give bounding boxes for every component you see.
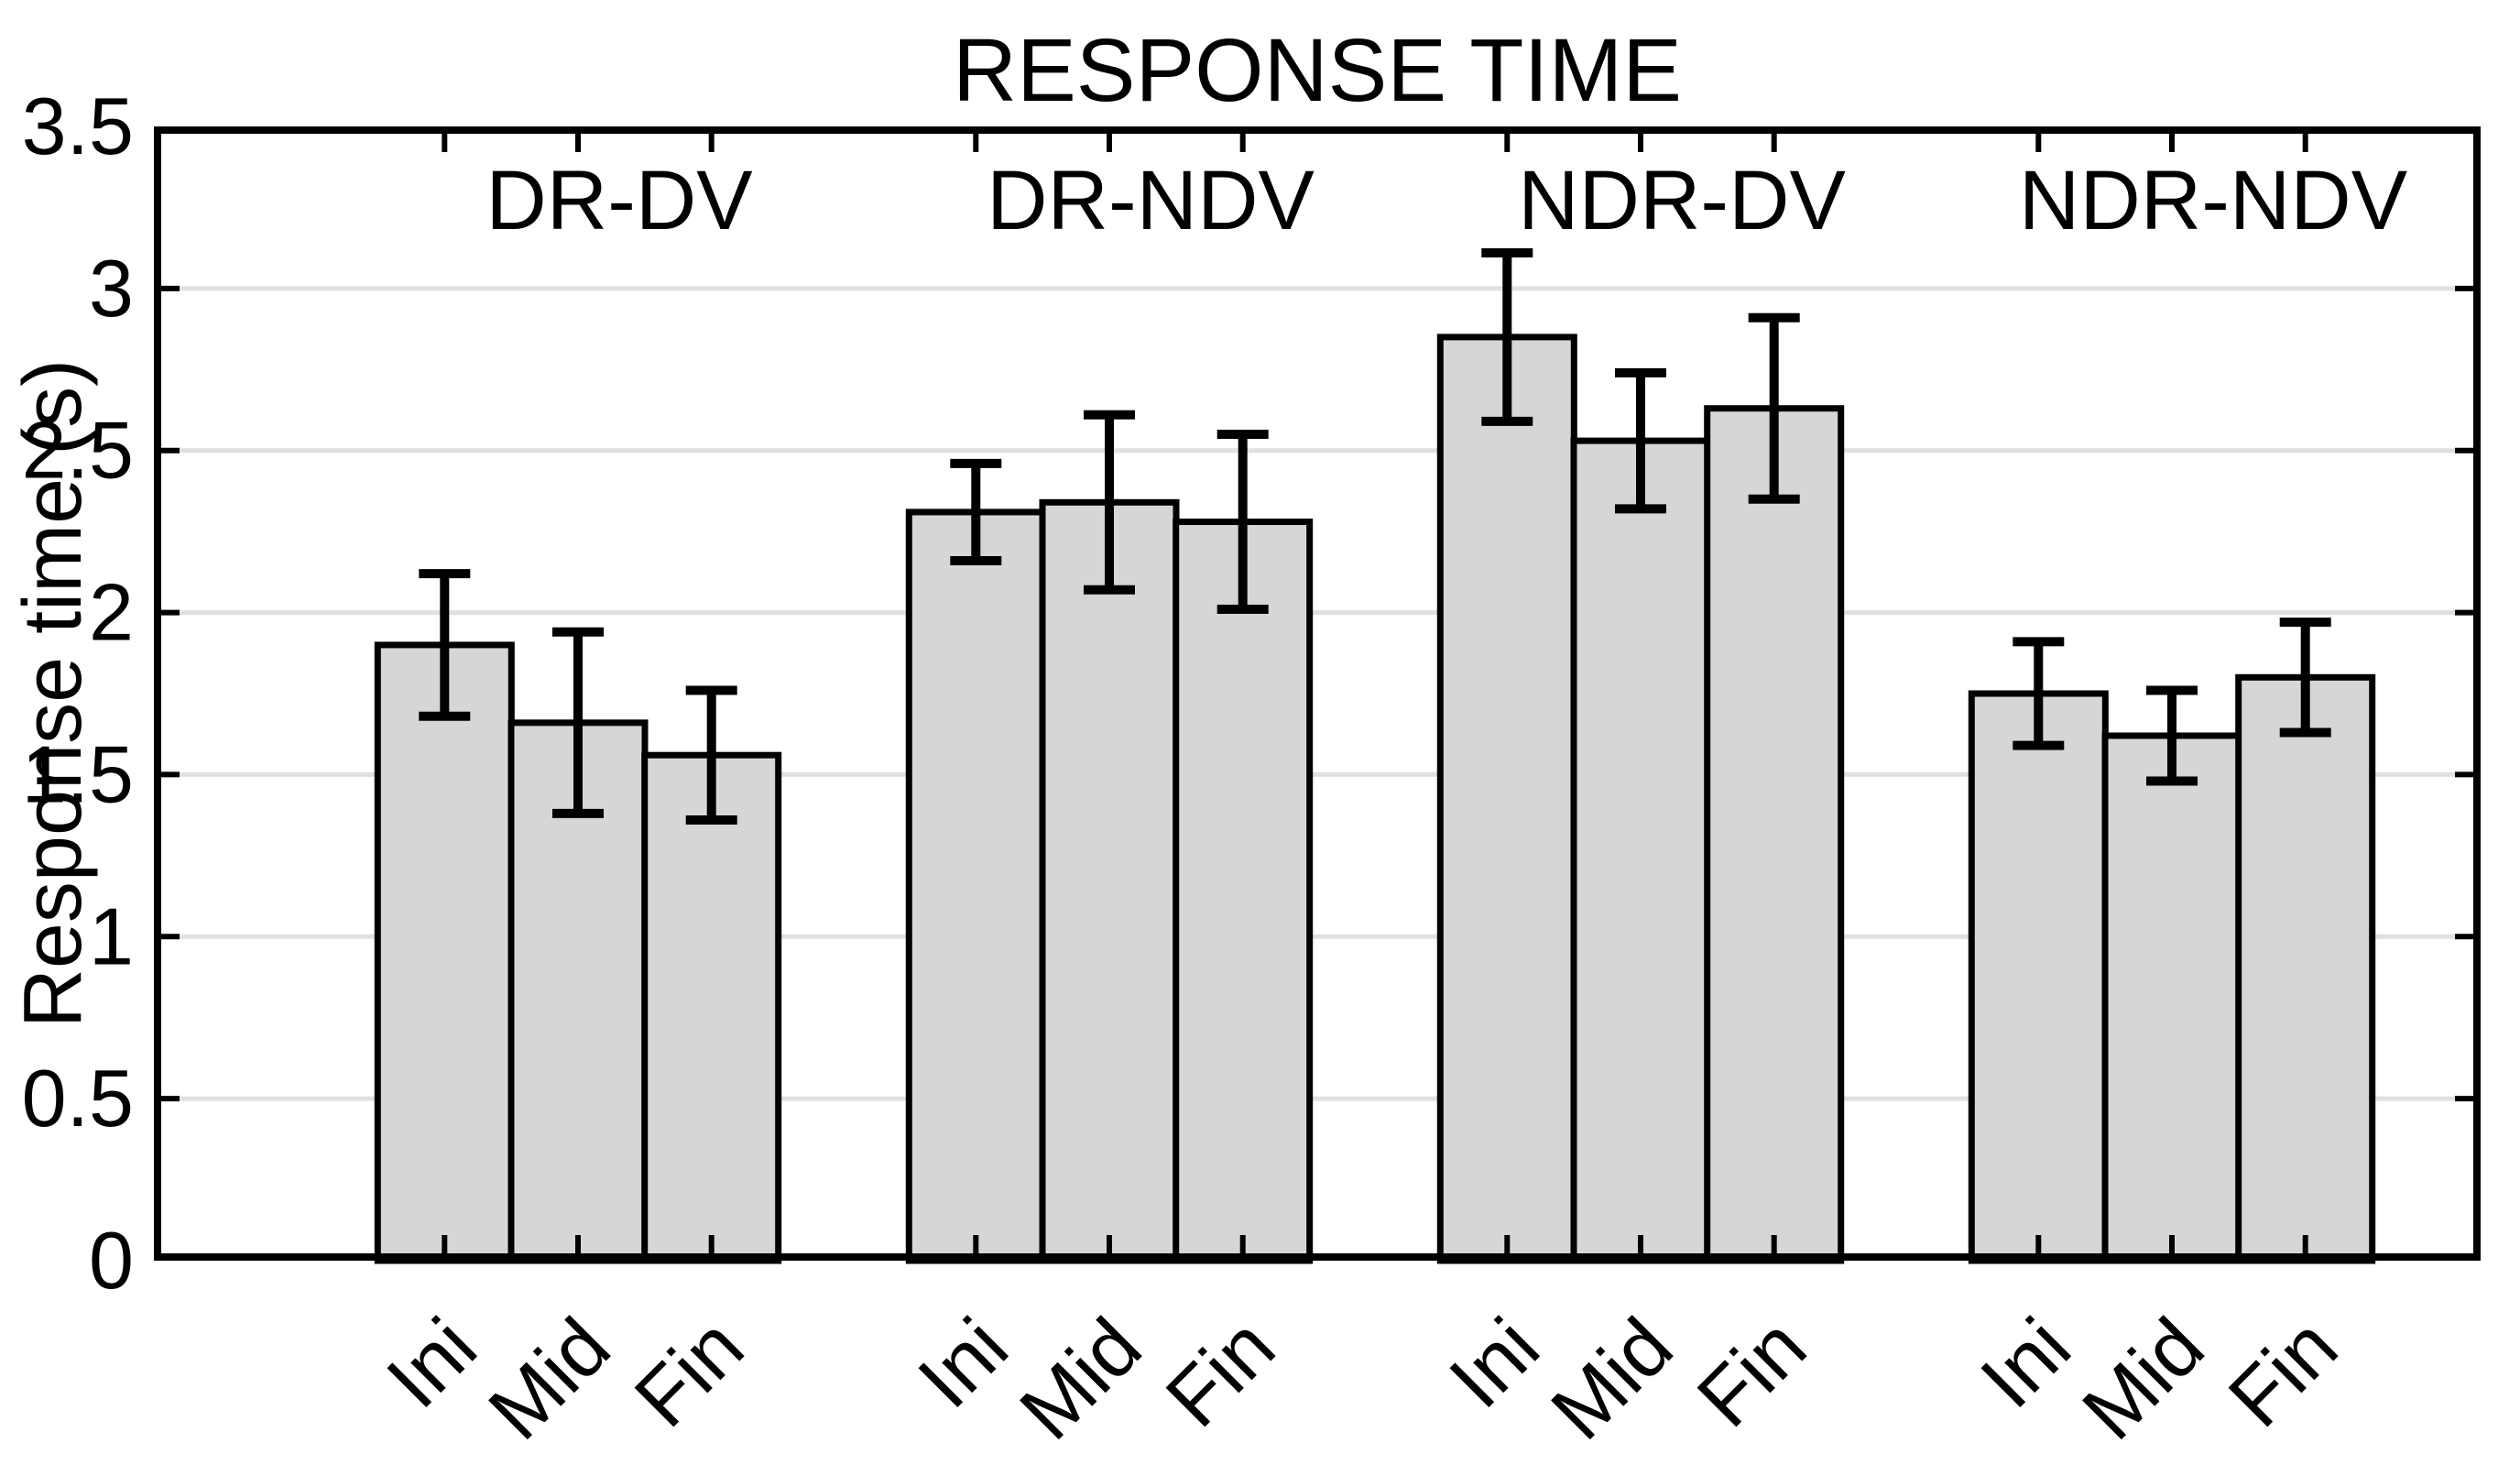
x-tick-label: Fin	[2211, 1300, 2354, 1443]
y-tick-label: 0	[89, 1215, 134, 1306]
bar	[2101, 732, 2242, 1264]
group-label: DR-NDV	[987, 154, 1315, 247]
x-tick-label: Ini	[369, 1300, 494, 1425]
tick-label-layer: IniMidFinDR-DVIniMidFinDR-NDVIniMidFinND…	[22, 81, 2407, 1457]
x-tick-label: Fin	[1149, 1300, 1292, 1443]
y-tick-label: 0.5	[22, 1053, 134, 1143]
y-tick-label: 1	[89, 891, 134, 981]
x-tick-label: Ini	[1432, 1300, 1556, 1425]
bar	[2235, 673, 2376, 1264]
x-tick-label: Fin	[1680, 1300, 1823, 1443]
bar	[374, 641, 515, 1264]
tick-layer	[156, 128, 2479, 1259]
x-tick-label: Ini	[900, 1300, 1025, 1425]
bar	[641, 751, 782, 1264]
chart-title: RESPONSE TIME	[953, 20, 1682, 120]
y-axis-label: Response time (s)	[7, 359, 99, 1028]
group-label: DR-DV	[485, 154, 752, 247]
bar	[1436, 333, 1577, 1264]
bar-layer	[374, 333, 2376, 1264]
bar	[1570, 437, 1711, 1264]
bar	[1173, 519, 1314, 1264]
bar	[1704, 405, 1845, 1264]
x-tick-label: Ini	[1963, 1300, 2088, 1425]
x-tick-label: Mid	[2065, 1300, 2220, 1456]
x-tick-label: Fin	[617, 1300, 760, 1443]
axes-box-layer	[154, 126, 2481, 1261]
y-tick-label: 2	[89, 567, 134, 658]
y-tick-label: 2.5	[22, 405, 134, 496]
x-tick-label: Mid	[1002, 1300, 1158, 1456]
x-tick-label: Mid	[1533, 1300, 1689, 1456]
group-label: NDR-NDV	[2019, 154, 2407, 247]
y-tick-label: 3	[89, 243, 134, 333]
error-bar-layer	[419, 247, 2331, 825]
bar	[1968, 690, 2109, 1264]
bar	[1039, 498, 1180, 1264]
x-tick-label: Mid	[471, 1300, 627, 1456]
y-tick-label: 1.5	[22, 728, 134, 819]
group-label: NDR-DV	[1518, 154, 1846, 247]
bar	[905, 508, 1046, 1264]
plot-box	[154, 126, 2481, 1261]
y-tick-label: 3.5	[22, 81, 134, 171]
